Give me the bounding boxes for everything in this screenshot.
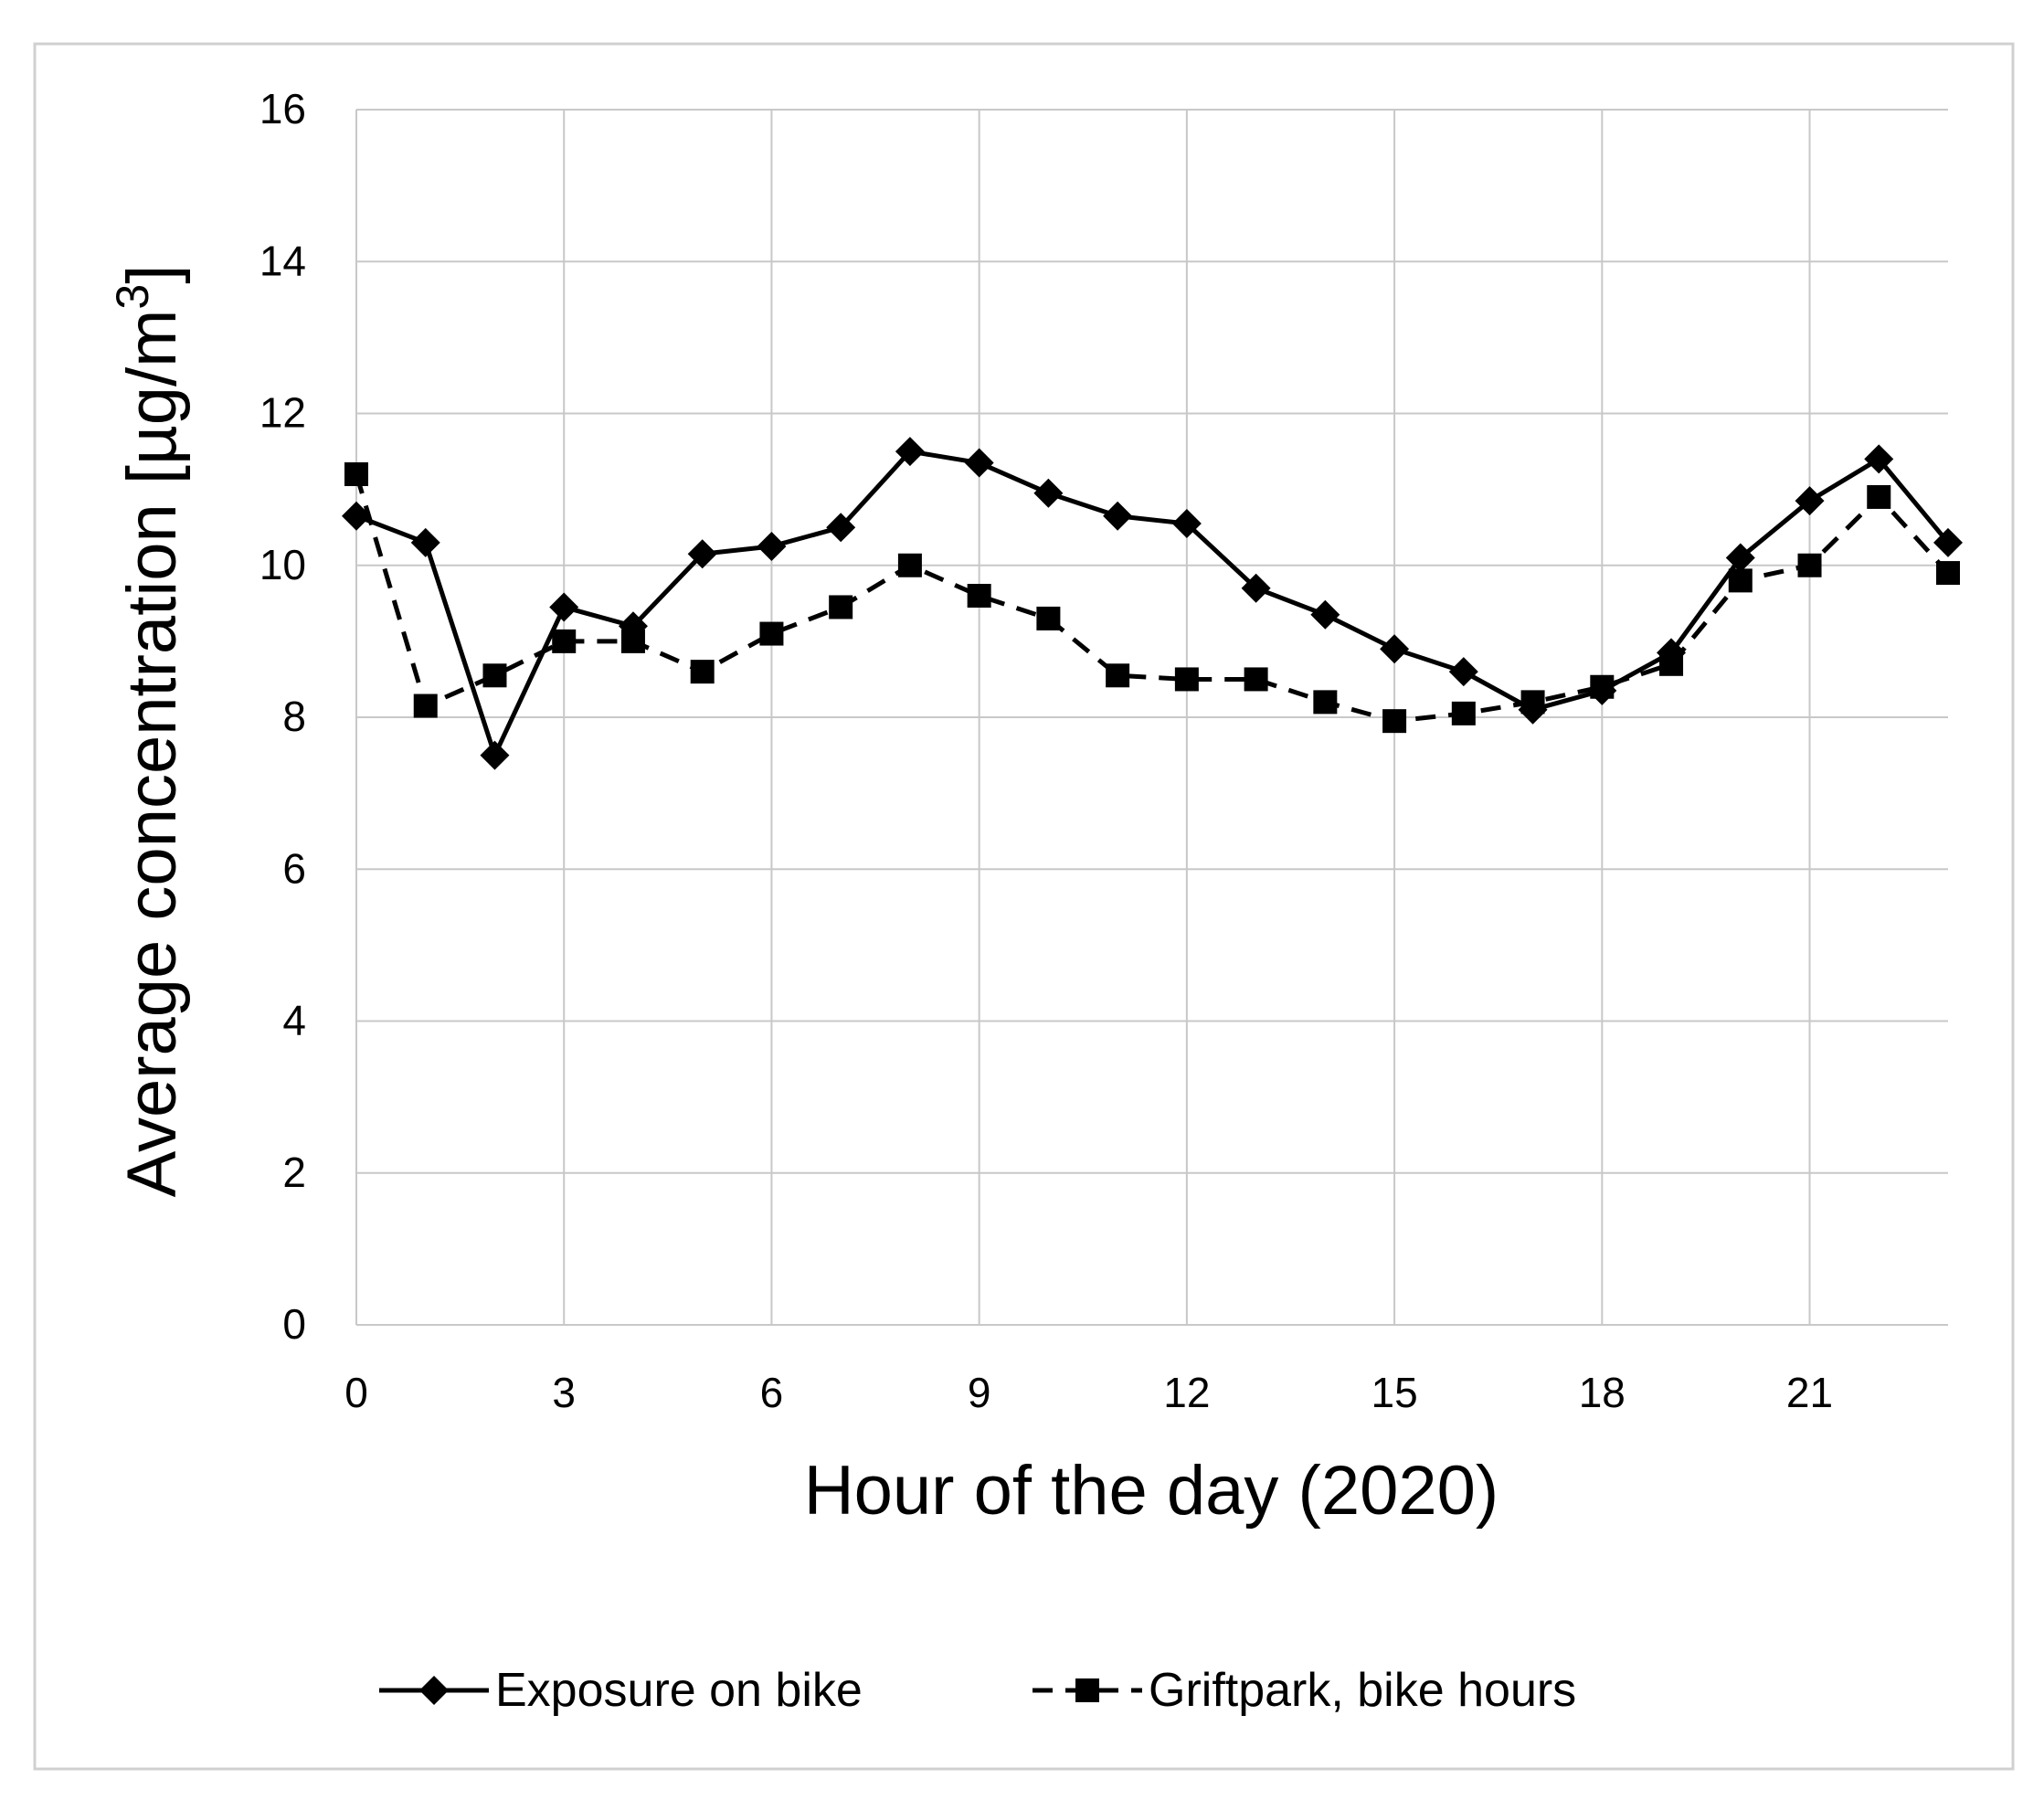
data-point (344, 462, 368, 486)
data-point (759, 621, 784, 646)
x-tick-label: 12 (1163, 1369, 1210, 1416)
data-point (1103, 501, 1133, 531)
x-tick-label: 21 (1786, 1369, 1833, 1416)
data-point (1795, 486, 1825, 516)
data-point (552, 629, 577, 653)
data-point (1036, 606, 1061, 630)
data-point (829, 595, 853, 619)
data-point (342, 501, 371, 531)
x-axis-title: Hour of the day (2020) (804, 1452, 1499, 1530)
data-point (826, 513, 856, 543)
legend-item: Griftpark, bike hours (1033, 1664, 1576, 1717)
series-line (355, 449, 1950, 758)
legend-label: Exposure on bike (495, 1664, 863, 1717)
x-tick-label: 6 (760, 1369, 784, 1416)
data-point (1451, 701, 1476, 725)
data-point (1867, 484, 1891, 509)
y-tick-label: 14 (259, 237, 306, 284)
legend-label: Griftpark, bike hours (1149, 1664, 1576, 1717)
data-point (897, 553, 922, 577)
data-point (964, 448, 994, 478)
data-point (1241, 573, 1271, 603)
y-axis-title: Average concentration [µg/m3] (107, 265, 191, 1198)
y-tick-label: 4 (282, 997, 306, 1044)
data-point (1382, 709, 1407, 734)
y-tick-label: 10 (259, 541, 306, 588)
y-tick-label: 6 (282, 844, 306, 892)
data-point (895, 437, 925, 467)
data-point (1448, 657, 1478, 687)
data-point (413, 694, 438, 718)
data-point (1936, 561, 1960, 586)
y-tick-label: 0 (282, 1300, 306, 1348)
y-tick-label: 16 (259, 85, 306, 132)
data-point (1171, 509, 1202, 539)
y-tick-label: 12 (259, 389, 306, 437)
chart-frame (33, 42, 2015, 1771)
x-tick-label: 3 (552, 1369, 576, 1416)
data-point (1033, 478, 1064, 508)
y-tick-label: 8 (282, 693, 306, 740)
data-point (1728, 568, 1753, 593)
series-line (354, 473, 1950, 724)
data-point (1520, 690, 1545, 715)
y-tick-label: 2 (282, 1149, 306, 1196)
data-point (480, 740, 510, 770)
data-point (620, 629, 645, 653)
grid (355, 109, 1948, 1326)
data-point (1797, 553, 1822, 577)
data-point (1933, 527, 1963, 557)
data-point (690, 660, 715, 684)
data-point (1174, 667, 1199, 692)
legend-item: Exposure on bike (379, 1664, 863, 1717)
data-point (1659, 651, 1684, 676)
x-tick-label: 0 (344, 1369, 368, 1416)
tick-labels: 0 2 4 6 8 10 12 14 16 0 3 6 9 12 15 18 21 (259, 85, 1833, 1416)
legend-marker (419, 1676, 449, 1705)
data-point (1244, 667, 1268, 692)
data-point (410, 527, 440, 557)
series-layer (342, 437, 1963, 770)
x-tick-label: 15 (1371, 1369, 1418, 1416)
data-point (1864, 444, 1894, 474)
data-point (1313, 690, 1338, 715)
x-tick-label: 9 (968, 1369, 991, 1416)
data-point (1380, 634, 1410, 664)
legend: Exposure on bike Griftpark, bike hours (379, 1664, 1576, 1717)
data-point (1106, 663, 1130, 688)
data-point (757, 531, 787, 561)
series-2 (344, 462, 1960, 734)
data-point (482, 663, 507, 688)
legend-marker (1075, 1678, 1099, 1702)
data-point (1725, 543, 1755, 573)
data-point (549, 592, 579, 622)
data-point (687, 539, 717, 569)
data-point (967, 584, 991, 608)
data-point (1310, 599, 1340, 630)
x-tick-label: 18 (1579, 1369, 1626, 1416)
data-point (1590, 674, 1615, 699)
